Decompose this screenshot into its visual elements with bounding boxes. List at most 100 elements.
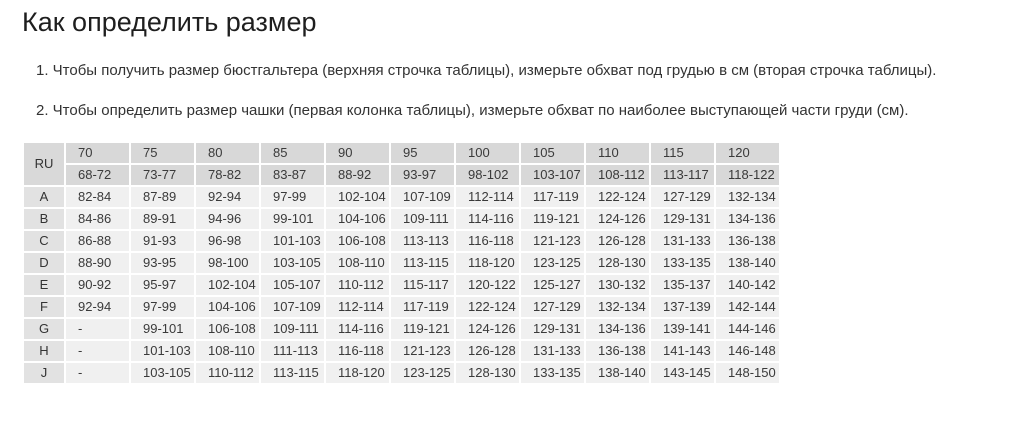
size-range-cell: 109-111 xyxy=(261,318,324,339)
size-range-cell: 119-121 xyxy=(521,208,584,229)
size-range-cell: 136-138 xyxy=(586,340,649,361)
underbust-range-cell: 113-117 xyxy=(651,164,714,185)
size-range-cell: 104-106 xyxy=(196,296,259,317)
size-range-cell: 124-126 xyxy=(456,318,519,339)
size-range-cell: - xyxy=(66,362,129,383)
size-range-cell: 92-94 xyxy=(196,186,259,207)
band-size-row: RU 70 75 80 85 90 95 100 105 110 115 120 xyxy=(24,142,779,185)
underbust-range-cell: 93-97 xyxy=(391,164,454,185)
size-range-cell: 89-91 xyxy=(131,208,194,229)
instructions-block: 1. Чтобы получить размер бюстгальтера (в… xyxy=(36,62,1024,119)
size-range-cell: 116-118 xyxy=(326,340,389,361)
band-size-cell: 70 xyxy=(66,142,129,163)
size-range-cell: 97-99 xyxy=(261,186,324,207)
underbust-range-row: 68-72 73-77 78-82 83-87 88-92 93-97 98-102 103-… xyxy=(24,164,779,185)
cup-row-B: B 84-86 89-91 94-96 99-101 104-106 109-111 114-… xyxy=(24,208,779,229)
size-range-cell: 82-84 xyxy=(66,186,129,207)
size-range-cell: 118-120 xyxy=(456,252,519,273)
size-range-cell: 141-143 xyxy=(651,340,714,361)
size-range-cell: 94-96 xyxy=(196,208,259,229)
underbust-range-cell: 108-112 xyxy=(586,164,649,185)
cup-row-C: C 86-88 91-93 96-98 101-103 106-108 113-113 116… xyxy=(24,230,779,251)
size-range-cell: 134-136 xyxy=(716,208,779,229)
size-range-cell: 129-131 xyxy=(521,318,584,339)
size-range-cell: 119-121 xyxy=(391,318,454,339)
size-range-cell: 111-113 xyxy=(261,340,324,361)
cup-row-H: H -101-103 108-110 111-113 116-118 121-123 126… xyxy=(24,340,779,361)
cup-label-cell: J xyxy=(24,362,64,383)
cup-label-cell: G xyxy=(24,318,64,339)
underbust-range-cell: 73-77 xyxy=(131,164,194,185)
size-range-cell: 97-99 xyxy=(131,296,194,317)
size-range-cell: 87-89 xyxy=(131,186,194,207)
underbust-range-cell: 68-72 xyxy=(66,164,129,185)
size-range-cell: 138-140 xyxy=(716,252,779,273)
size-range-cell: 125-127 xyxy=(521,274,584,295)
underbust-range-cell: 98-102 xyxy=(456,164,519,185)
cup-label-cell: D xyxy=(24,252,64,273)
size-range-cell: 103-105 xyxy=(261,252,324,273)
size-range-cell: 107-109 xyxy=(261,296,324,317)
size-range-cell: 117-119 xyxy=(391,296,454,317)
size-range-cell: 146-148 xyxy=(716,340,779,361)
size-range-cell: 116-118 xyxy=(456,230,519,251)
size-range-cell: 107-109 xyxy=(391,186,454,207)
band-size-cell: 90 xyxy=(326,142,389,163)
size-range-cell: 120-122 xyxy=(456,274,519,295)
size-range-cell: 110-112 xyxy=(196,362,259,383)
underbust-range-cell: 103-107 xyxy=(521,164,584,185)
cup-row-D: D 88-90 93-95 98-100 103-105 108-110 113-115 11… xyxy=(24,252,779,273)
size-range-cell: 102-104 xyxy=(196,274,259,295)
size-range-cell: 113-115 xyxy=(261,362,324,383)
size-range-cell: 139-141 xyxy=(651,318,714,339)
cup-label-cell: A xyxy=(24,186,64,207)
size-range-cell: 86-88 xyxy=(66,230,129,251)
size-range-cell: 106-108 xyxy=(196,318,259,339)
underbust-range-cell: 88-92 xyxy=(326,164,389,185)
size-range-cell: 91-93 xyxy=(131,230,194,251)
size-range-cell: 132-134 xyxy=(716,186,779,207)
size-range-cell: 101-103 xyxy=(261,230,324,251)
cup-label-cell: H xyxy=(24,340,64,361)
size-range-cell: 138-140 xyxy=(586,362,649,383)
size-range-cell: 134-136 xyxy=(586,318,649,339)
size-range-cell: 99-101 xyxy=(261,208,324,229)
band-size-cell: 85 xyxy=(261,142,324,163)
cup-row-A: A 82-84 87-89 92-94 97-99 102-104 107-109 112-1… xyxy=(24,186,779,207)
size-range-cell: 98-100 xyxy=(196,252,259,273)
size-range-cell: 132-134 xyxy=(586,296,649,317)
size-range-cell: 137-139 xyxy=(651,296,714,317)
size-range-cell: 133-135 xyxy=(651,252,714,273)
instruction-step-2: 2. Чтобы определить размер чашки (первая… xyxy=(36,101,909,119)
size-range-cell: 136-138 xyxy=(716,230,779,251)
size-range-cell: 118-120 xyxy=(326,362,389,383)
size-range-cell: 115-117 xyxy=(391,274,454,295)
size-range-cell: 123-125 xyxy=(521,252,584,273)
size-range-cell: 143-145 xyxy=(651,362,714,383)
size-range-cell: 128-130 xyxy=(586,252,649,273)
size-range-cell: 110-112 xyxy=(326,274,389,295)
ru-label-cell: RU xyxy=(24,142,64,185)
band-size-cell: 115 xyxy=(651,142,714,163)
size-range-cell: 108-110 xyxy=(326,252,389,273)
size-range-cell: 140-142 xyxy=(716,274,779,295)
band-size-cell: 105 xyxy=(521,142,584,163)
size-range-cell: 106-108 xyxy=(326,230,389,251)
size-range-cell: 99-101 xyxy=(131,318,194,339)
size-range-cell: 122-124 xyxy=(586,186,649,207)
underbust-range-cell: 78-82 xyxy=(196,164,259,185)
size-range-cell: 102-104 xyxy=(326,186,389,207)
cup-label-cell: F xyxy=(24,296,64,317)
size-range-cell: 105-107 xyxy=(261,274,324,295)
size-range-cell: 130-132 xyxy=(586,274,649,295)
band-size-cell: 100 xyxy=(456,142,519,163)
band-size-cell: 80 xyxy=(196,142,259,163)
size-range-cell: 93-95 xyxy=(131,252,194,273)
size-range-cell: 88-90 xyxy=(66,252,129,273)
size-range-cell: 129-131 xyxy=(651,208,714,229)
underbust-range-cell: 83-87 xyxy=(261,164,324,185)
size-range-cell: 104-106 xyxy=(326,208,389,229)
size-range-cell: - xyxy=(66,340,129,361)
size-range-cell: 122-124 xyxy=(456,296,519,317)
size-range-cell: 144-146 xyxy=(716,318,779,339)
